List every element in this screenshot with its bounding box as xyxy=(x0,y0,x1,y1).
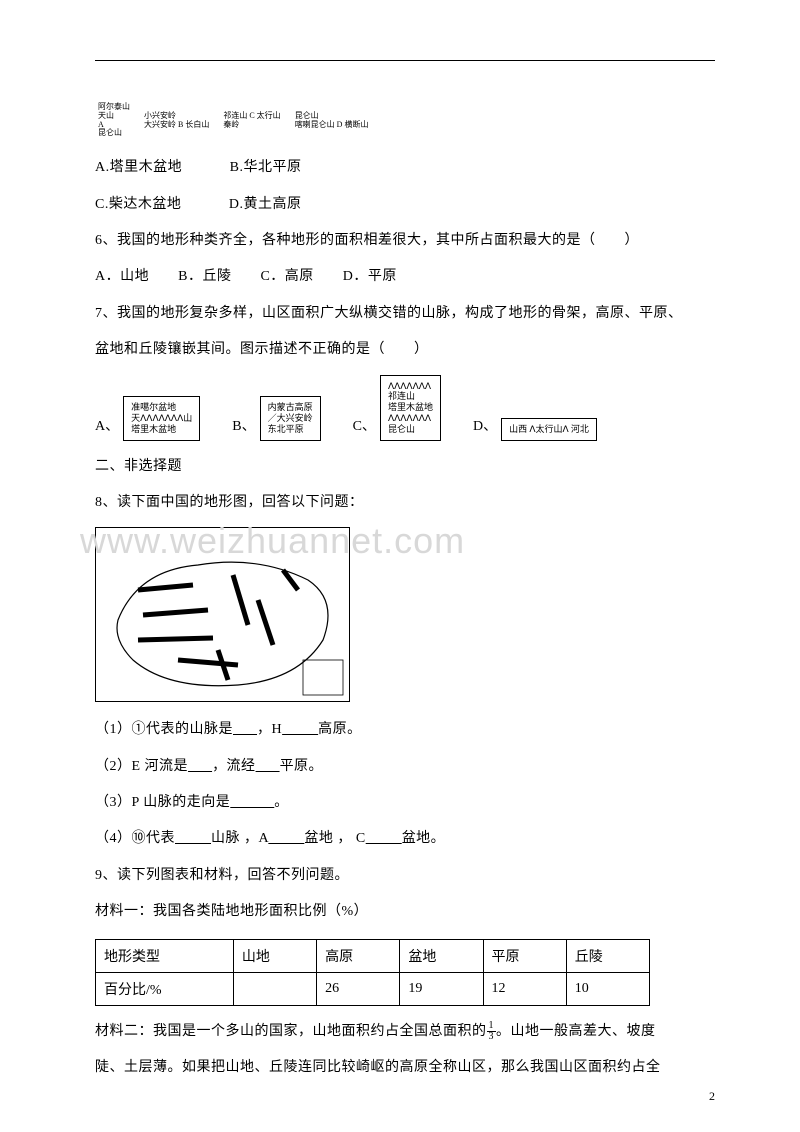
q5-opt-a: A.塔里木盆地 xyxy=(95,160,182,175)
q7-label-d: D、 xyxy=(473,415,497,441)
sketch-2: 小兴安岭 大兴安岭 B 长白山 xyxy=(141,110,212,132)
q7-line2: 盆地和丘陵镶嵌其间。图示描述不正确的是（ ） xyxy=(95,332,715,368)
q9-title: 9、读下列图表和材料，回答不列问题。 xyxy=(95,858,715,894)
top-horizontal-rule xyxy=(95,60,715,61)
q5-opt-b: B.华北平原 xyxy=(230,160,302,175)
fraction-one-third: 13 xyxy=(487,1021,497,1042)
q6-options: A．山地 B．丘陵 C．高原 D．平原 xyxy=(95,259,715,295)
material2-line1: 材料二：我国是一个多山的国家，山地面积约占全国总面积的13。山地一般高差大、坡度 xyxy=(95,1014,715,1050)
td-hill: 10 xyxy=(566,972,649,1005)
q8-sub1-a: （1）①代表的山脉是 xyxy=(95,722,233,737)
q5-options-row2: C.柴达木盆地 D.黄土高原 xyxy=(95,187,715,223)
q7-label-c: C、 xyxy=(353,415,376,441)
q8-sub4: （4）⑩代表 山脉 ，A 盆地 ， C 盆地。 xyxy=(95,821,715,857)
q7-diagram-d: 山西 ᐱ太行山ᐱ 河北 xyxy=(501,418,597,441)
material2-line2: 陡、土层薄。如果把山地、丘陵连同比较崎岖的高原全称山区，那么我国山区面积约占全 xyxy=(95,1050,715,1086)
blank[interactable] xyxy=(175,831,211,846)
q7-diagram-b: 内蒙古高原 ／大兴安岭 东北平原 xyxy=(260,396,321,440)
china-map-svg xyxy=(98,530,348,700)
q8-sub2-b: ，流经 xyxy=(212,759,256,774)
q7-label-a: A、 xyxy=(95,415,119,441)
terrain-table: 地形类型 山地 高原 盆地 平原 丘陵 百分比/% 26 19 12 10 xyxy=(95,939,650,1006)
m2-l1b: 。山地一般高差大、坡度 xyxy=(496,1024,656,1039)
q8-map-row xyxy=(95,527,715,702)
q8-sub2-a: （2）E 河流是 xyxy=(95,759,188,774)
q7-line1: 7、我国的地形复杂多样，山区面积广大纵横交错的山脉，构成了地形的骨架，高原、平原… xyxy=(95,296,715,332)
th-plateau: 高原 xyxy=(317,939,400,972)
q8-sub2: （2）E 河流是 ，流经 平原。 xyxy=(95,749,715,785)
th-basin: 盆地 xyxy=(400,939,483,972)
blank[interactable] xyxy=(366,831,402,846)
q8-sub2-c: 平原。 xyxy=(280,759,324,774)
q8-sub1-c: 高原。 xyxy=(318,722,362,737)
q8-title: 8、读下面中国的地形图，回答以下问题： xyxy=(95,485,715,521)
blank[interactable] xyxy=(282,722,318,737)
blank[interactable] xyxy=(268,831,304,846)
td-basin: 19 xyxy=(400,972,483,1005)
q8-sub3-b: 。 xyxy=(274,795,289,810)
td-plateau: 26 xyxy=(317,972,400,1005)
q8-sub4-a: （4）⑩代表 xyxy=(95,831,175,846)
china-map-placeholder xyxy=(95,527,350,702)
sketch-3: 祁连山 C 太行山 秦岭 xyxy=(220,110,283,132)
q8-sub3-a: （3）P 山脉的走向是 xyxy=(95,795,230,810)
td-plain: 12 xyxy=(483,972,566,1005)
th-type: 地形类型 xyxy=(96,939,234,972)
q6-text: 6、我国的地形种类齐全，各种地形的面积相差很大，其中所占面积最大的是（ ） xyxy=(95,223,715,259)
q8-sub4-b: 山脉 ，A xyxy=(211,831,268,846)
td-label: 百分比/% xyxy=(96,972,234,1005)
q5-options-row1: A.塔里木盆地 B.华北平原 xyxy=(95,150,715,186)
q8-sub3: （3）P 山脉的走向是 。 xyxy=(95,785,715,821)
q5-sketches-row: 阿尔泰山 天山 A 昆仑山 小兴安岭 大兴安岭 B 长白山 祁连山 C 太行山 … xyxy=(95,101,715,140)
q8-sub1: （1）①代表的山脉是 ，H 高原。 xyxy=(95,712,715,748)
q8-sub4-d: 盆地。 xyxy=(402,831,446,846)
table-row: 地形类型 山地 高原 盆地 平原 丘陵 xyxy=(96,939,650,972)
q7-label-b: B、 xyxy=(232,415,255,441)
page-number: 2 xyxy=(709,1089,715,1104)
th-hill: 丘陵 xyxy=(566,939,649,972)
blank[interactable] xyxy=(233,722,257,737)
table-row: 百分比/% 26 19 12 10 xyxy=(96,972,650,1005)
td-mountain[interactable] xyxy=(233,972,316,1005)
blank[interactable] xyxy=(256,759,280,774)
q5-opt-d: D.黄土高原 xyxy=(229,197,302,212)
th-plain: 平原 xyxy=(483,939,566,972)
section-2-title: 二、非选择题 xyxy=(95,449,715,485)
blank[interactable] xyxy=(230,795,274,810)
blank[interactable] xyxy=(188,759,212,774)
q5-opt-c: C.柴达木盆地 xyxy=(95,197,181,212)
q7-options-row: A、 准噶尔盆地 天ᐱᐱᐱᐱᐱᐱᐱ山 塔里木盆地 B、 内蒙古高原 ／大兴安岭 … xyxy=(95,375,715,441)
m2-l1a: 材料二：我国是一个多山的国家，山地面积约占全国总面积的 xyxy=(95,1024,487,1039)
sketch-1: 阿尔泰山 天山 A 昆仑山 xyxy=(95,101,133,140)
sketch-4: 昆仑山 喀喇昆仑山 D 横断山 xyxy=(292,110,372,132)
q8-sub4-c: 盆地 ， C xyxy=(304,831,365,846)
q7-diagram-c: ᐱᐱᐱᐱᐱᐱᐱ 祁连山 塔里木盆地 ᐱᐱᐱᐱᐱᐱᐱ 昆仑山 xyxy=(380,375,441,441)
q7-diagram-a: 准噶尔盆地 天ᐱᐱᐱᐱᐱᐱᐱ山 塔里木盆地 xyxy=(123,396,200,440)
th-mountain: 山地 xyxy=(233,939,316,972)
q9-material1: 材料一：我国各类陆地地形面积比例（%） xyxy=(95,894,715,930)
q8-sub1-b: ，H xyxy=(257,722,282,737)
